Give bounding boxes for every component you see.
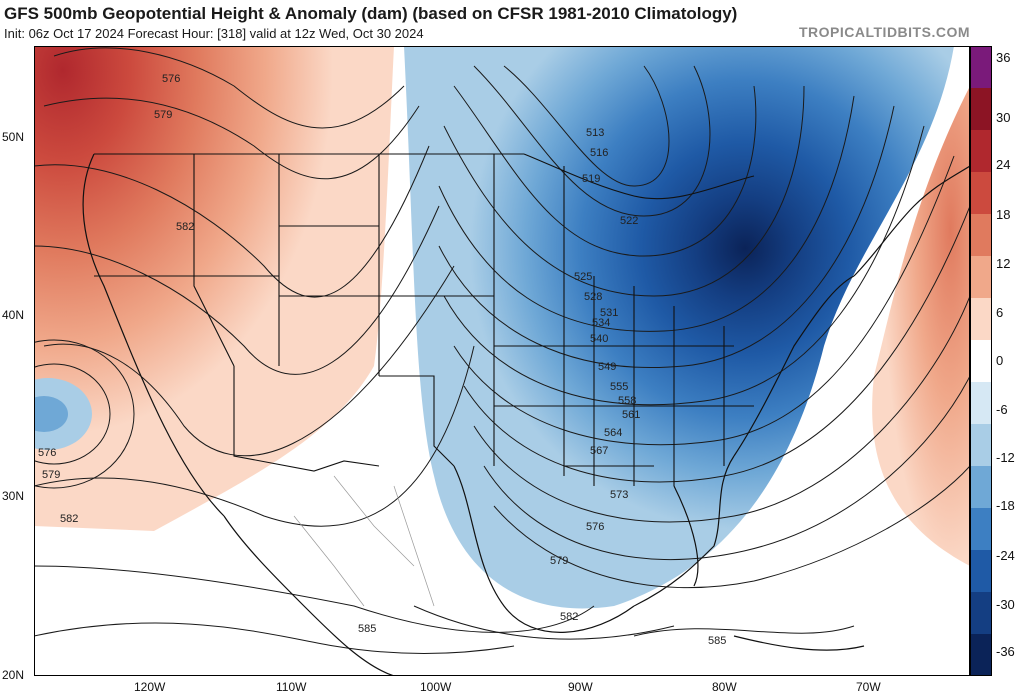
colorbar-swatch	[970, 214, 992, 257]
contour-label-558: 558	[618, 395, 636, 407]
colorbar-label: 6	[996, 305, 1004, 320]
contour-label-555: 555	[610, 381, 628, 393]
lat-label: 50N	[2, 130, 25, 144]
mexico-boundaries	[293, 475, 435, 607]
contour-label-516: 516	[590, 147, 608, 159]
weather-map: 576 579 582 576 579 582 585 513 516 519 …	[34, 46, 970, 676]
contour-label-585-mexico: 585	[358, 623, 376, 635]
colorbar-swatch	[970, 508, 992, 551]
western-ridge-anomaly	[34, 46, 394, 531]
colorbar-swatch	[970, 88, 992, 131]
contour-label-531: 531	[600, 307, 618, 319]
contour-label-564: 564	[604, 427, 622, 439]
contour-label-576-sw: 576	[38, 447, 56, 459]
brand-watermark: TROPICALTIDBITS.COM	[798, 24, 970, 40]
colorbar-label: 24	[996, 157, 1011, 172]
contour-label-513: 513	[586, 127, 604, 139]
contour-label-540: 540	[590, 333, 608, 345]
colorbar-label: 30	[996, 110, 1011, 125]
colorbar-label: -36	[996, 644, 1015, 659]
colorbar-swatch	[970, 256, 992, 299]
colorbar-label: 18	[996, 207, 1011, 222]
colorbar-label: -6	[996, 402, 1008, 417]
contour-label-525: 525	[574, 271, 592, 283]
colorbar-swatch	[970, 424, 992, 467]
contour-label-582-west: 582	[176, 221, 194, 233]
contour-label-534: 534	[592, 317, 610, 329]
colorbar-label: -30	[996, 597, 1015, 612]
colorbar-label: 36	[996, 50, 1011, 65]
contour-label-582-gulf: 582	[560, 611, 578, 623]
colorbar-swatch	[970, 340, 992, 383]
colorbar-label: -18	[996, 498, 1015, 513]
chart-subtitle: Init: 06z Oct 17 2024 Forecast Hour: [31…	[4, 26, 424, 41]
colorbar-swatch	[970, 46, 992, 89]
map-border	[34, 46, 970, 676]
contour-label-576-gulf: 576	[586, 521, 604, 533]
colorbar-swatch	[970, 466, 992, 509]
contour-label-528: 528	[584, 291, 602, 303]
colorbar-swatch	[970, 298, 992, 341]
contour-label-573: 573	[610, 489, 628, 501]
lon-label: 70W	[856, 680, 881, 694]
contour-labels: 576 579 582 576 579 582 585 513 516 519 …	[38, 73, 726, 647]
colorbar-label: -12	[996, 450, 1015, 465]
contour-label-519: 519	[582, 173, 600, 185]
contour-label-522: 522	[620, 215, 638, 227]
chart-title: GFS 500mb Geopotential Height & Anomaly …	[4, 4, 738, 23]
contour-label-561: 561	[622, 409, 640, 421]
lon-label: 80W	[712, 680, 737, 694]
contour-label-576-west: 576	[162, 73, 180, 85]
contour-label-567: 567	[590, 445, 608, 457]
political-boundaries	[94, 153, 755, 486]
contour-label-549: 549	[598, 361, 616, 373]
lon-label: 100W	[420, 680, 452, 694]
eastern-ridge-anomaly	[872, 86, 970, 566]
colorbar-label: 0	[996, 353, 1004, 368]
eastern-trough-anomaly	[404, 46, 954, 609]
lat-label: 20N	[2, 668, 25, 682]
colorbar-swatch	[970, 130, 992, 173]
contour-label-579-gulf: 579	[550, 555, 568, 567]
contour-label-579-west: 579	[154, 109, 172, 121]
contour-label-582-sw: 582	[60, 513, 78, 525]
colorbar-swatch	[970, 172, 992, 215]
colorbar-swatch	[970, 382, 992, 425]
height-contours	[34, 47, 970, 654]
colorbar-swatch	[970, 550, 992, 593]
colorbar-label: 12	[996, 256, 1011, 271]
contour-label-585-caribbean: 585	[708, 635, 726, 647]
header: GFS 500mb Geopotential Height & Anomaly …	[0, 0, 1024, 46]
colorbar-label: -24	[996, 548, 1015, 563]
lat-label: 30N	[2, 489, 25, 503]
anomaly-colorbar	[970, 46, 992, 676]
lon-label: 120W	[134, 680, 166, 694]
colorbar-swatch	[970, 634, 992, 676]
coastlines	[82, 153, 970, 676]
colorbar-swatch	[970, 592, 992, 635]
lat-label: 40N	[2, 308, 25, 322]
cutoff-low-core	[34, 396, 68, 432]
lon-label: 90W	[568, 680, 593, 694]
lon-label: 110W	[276, 680, 307, 694]
contour-label-579-sw: 579	[42, 469, 60, 481]
